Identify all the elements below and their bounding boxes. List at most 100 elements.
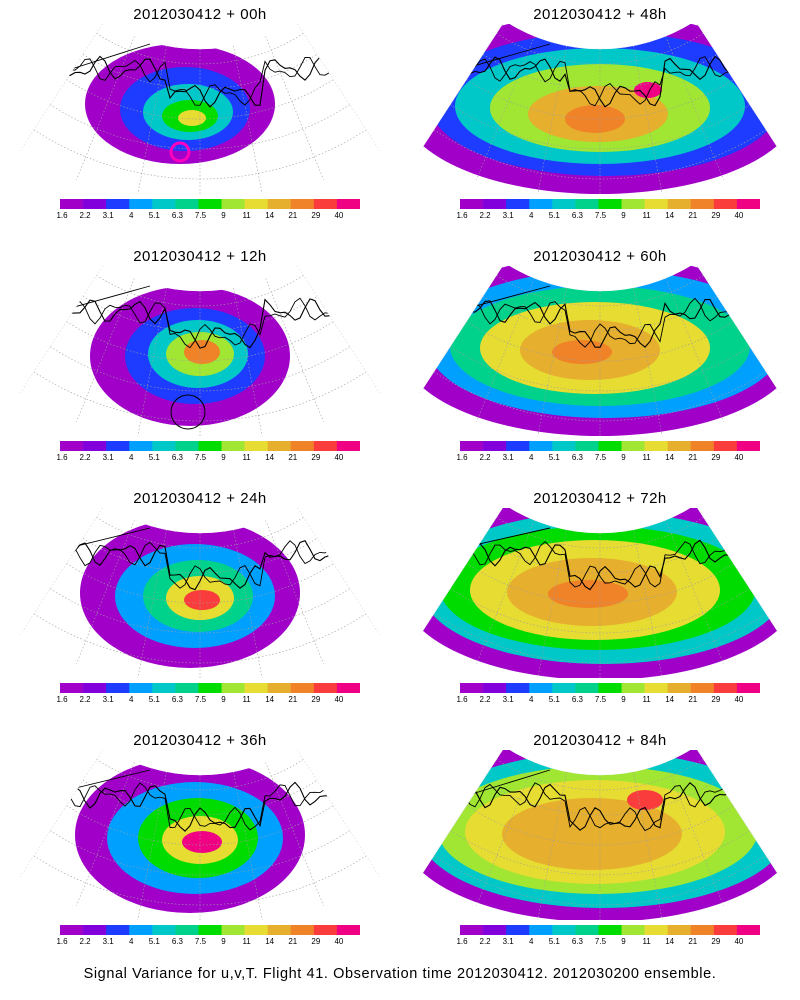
colorbar-tick-label: 6.3 bbox=[571, 937, 583, 946]
colorbar-tick-label: 4 bbox=[528, 211, 534, 220]
colorbar-swatch bbox=[667, 199, 692, 209]
colorbar-tick-label: 6.3 bbox=[571, 211, 583, 220]
colorbar-tick-label: 40 bbox=[334, 453, 344, 462]
colorbar-tick-label: 5.1 bbox=[548, 453, 560, 462]
map-panel-48h: 2012030412 + 48h 1.6 2.2 3.1 4 5.1 6.3 7.5 9 11 1… bbox=[400, 0, 800, 242]
colorbar-swatch bbox=[690, 441, 715, 451]
colorbar-swatch bbox=[313, 925, 338, 935]
longitude-line bbox=[633, 287, 663, 436]
colorbar-tick-label: 11 bbox=[642, 453, 651, 462]
colorbar-swatch bbox=[713, 925, 738, 935]
colorbar-tick-label: 11 bbox=[642, 211, 651, 220]
variance-contour bbox=[548, 580, 628, 608]
longitude-line bbox=[633, 771, 663, 920]
colorbar-swatch bbox=[336, 441, 360, 451]
longitude-line bbox=[137, 287, 167, 436]
map-panel-00h: 2012030412 + 00h 1.6 2.2 3.1 4 5.1 6.3 7.5 9 11 1… bbox=[0, 0, 400, 242]
colorbar-swatch bbox=[506, 199, 530, 209]
colorbar-tick-label: 2.2 bbox=[79, 937, 91, 946]
coastline bbox=[459, 297, 761, 348]
colorbar bbox=[60, 925, 360, 935]
colorbar-swatch bbox=[244, 441, 268, 451]
longitude-line bbox=[137, 45, 167, 194]
colorbar-swatch bbox=[575, 925, 599, 935]
colorbar-swatch bbox=[552, 199, 576, 209]
colorbar-swatch bbox=[83, 199, 107, 209]
variance-map bbox=[19, 508, 381, 678]
map-border bbox=[419, 266, 781, 436]
colorbar-swatch bbox=[290, 925, 315, 935]
colorbar-swatch bbox=[221, 199, 245, 209]
variance-contour bbox=[502, 798, 682, 870]
coastline bbox=[64, 769, 361, 831]
panel-title: 2012030412 + 12h bbox=[133, 248, 267, 265]
field-layer bbox=[420, 508, 780, 678]
colorbar-tick-label: 7.5 bbox=[594, 937, 607, 946]
map-border bbox=[19, 750, 381, 920]
colorbar-swatch bbox=[483, 199, 507, 209]
colorbar-swatch bbox=[175, 925, 199, 935]
map-panel-72h: 2012030412 + 72h 1.6 2.2 3.1 4 5.1 6.3 7.5 9 11 1… bbox=[400, 484, 800, 726]
colorbar-tick-label: 40 bbox=[334, 695, 344, 704]
variance-map bbox=[19, 266, 381, 436]
longitude-line bbox=[476, 36, 535, 181]
colorbar-swatch bbox=[175, 683, 199, 693]
colorbar-swatch bbox=[598, 925, 622, 935]
longitude-line bbox=[537, 287, 567, 436]
colorbar-tick-label: 9 bbox=[221, 453, 226, 462]
colorbar-tick-label: 40 bbox=[334, 937, 344, 946]
colorbar-swatch bbox=[336, 683, 360, 693]
coastline bbox=[59, 540, 361, 591]
variance-contour bbox=[565, 105, 625, 133]
colorbar-tick-label: 21 bbox=[688, 937, 698, 946]
map-panel-24h: 2012030412 + 24h 1.6 2.2 3.1 4 5.1 6.3 7.5 9 11 1… bbox=[0, 484, 400, 726]
colorbar bbox=[60, 199, 360, 209]
colorbar bbox=[60, 441, 360, 451]
longitude-line bbox=[265, 278, 324, 423]
colorbar-swatch bbox=[460, 199, 484, 209]
colorbar-tick-label: 21 bbox=[288, 695, 298, 704]
map-border bbox=[19, 24, 381, 194]
figure-caption: Signal Variance for u,v,T. Flight 41. Ob… bbox=[83, 966, 717, 982]
colorbar-tick-label: 1.6 bbox=[56, 211, 68, 220]
longitude-line bbox=[76, 36, 135, 181]
colorbar-tick-label: 40 bbox=[334, 211, 344, 220]
colorbar-swatch bbox=[313, 683, 338, 693]
colorbar-tick-label: 4 bbox=[128, 937, 134, 946]
colorbar-tick-label: 40 bbox=[734, 695, 744, 704]
colorbar-swatch bbox=[483, 441, 507, 451]
colorbar-swatch bbox=[83, 441, 107, 451]
colorbar-swatch bbox=[506, 683, 530, 693]
colorbar-swatch bbox=[129, 925, 153, 935]
longitude-line bbox=[665, 520, 724, 665]
colorbar-swatch bbox=[175, 199, 199, 209]
colorbar-swatch bbox=[598, 199, 622, 209]
longitude-line bbox=[233, 529, 263, 678]
colorbar-swatch bbox=[575, 199, 599, 209]
coastline bbox=[464, 527, 761, 588]
latitude-line bbox=[450, 104, 750, 150]
colorbar-tick-label: 4 bbox=[128, 453, 134, 462]
colorbar-tick-label: 3.1 bbox=[502, 695, 514, 704]
colorbar-labels: 1.6 2.2 3.1 4 5.1 6.3 7.5 9 11 14 21 29 40 bbox=[456, 695, 760, 707]
colorbar-tick-label: 1.6 bbox=[56, 453, 68, 462]
colorbar-tick-label: 6.3 bbox=[171, 211, 183, 220]
colorbar-tick-label: 3.1 bbox=[102, 695, 114, 704]
variance-map bbox=[419, 508, 781, 678]
map-border bbox=[19, 266, 381, 436]
colorbar-tick-label: 7.5 bbox=[194, 211, 207, 220]
longitude-line bbox=[233, 771, 263, 920]
colorbar-swatch bbox=[198, 683, 222, 693]
colorbar-tick-label: 9 bbox=[621, 453, 626, 462]
colorbar-swatch bbox=[667, 441, 692, 451]
colorbar-swatch bbox=[667, 683, 692, 693]
colorbar-swatch bbox=[552, 441, 576, 451]
colorbar-tick-label: 3.1 bbox=[102, 453, 114, 462]
variance-map bbox=[419, 24, 781, 194]
colorbar-tick-label: 1.6 bbox=[456, 211, 468, 220]
colorbar-swatch bbox=[529, 441, 553, 451]
colorbar-tick-label: 4 bbox=[528, 695, 534, 704]
longitude-line bbox=[76, 762, 135, 907]
longitude-line bbox=[233, 45, 263, 194]
colorbar-swatch bbox=[552, 683, 576, 693]
